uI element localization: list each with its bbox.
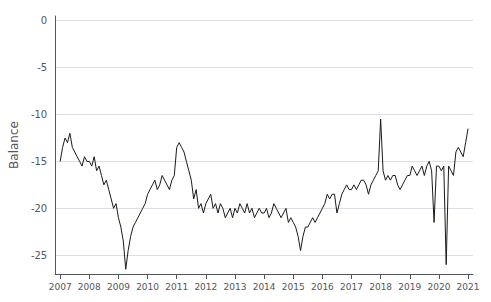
svg-text:2016: 2016 [311, 282, 334, 292]
svg-text:2012: 2012 [194, 282, 217, 292]
svg-text:2015: 2015 [282, 282, 305, 292]
svg-text:2011: 2011 [165, 282, 188, 292]
svg-text:2007: 2007 [49, 282, 72, 292]
svg-text:-10: -10 [31, 109, 47, 120]
svg-text:2010: 2010 [136, 282, 159, 292]
svg-text:-5: -5 [37, 62, 47, 73]
svg-text:2019: 2019 [398, 282, 421, 292]
svg-text:-25: -25 [31, 250, 47, 261]
svg-text:2009: 2009 [107, 282, 130, 292]
svg-text:-20: -20 [31, 203, 47, 214]
svg-text:0: 0 [41, 15, 47, 26]
svg-text:2021: 2021 [457, 282, 480, 292]
svg-text:-15: -15 [31, 156, 47, 167]
svg-text:2008: 2008 [78, 282, 101, 292]
svg-text:2014: 2014 [253, 282, 276, 292]
svg-text:2020: 2020 [427, 282, 450, 292]
svg-text:2013: 2013 [224, 282, 247, 292]
svg-text:2018: 2018 [369, 282, 392, 292]
svg-text:2017: 2017 [340, 282, 363, 292]
svg-text:Balance: Balance [7, 121, 21, 169]
